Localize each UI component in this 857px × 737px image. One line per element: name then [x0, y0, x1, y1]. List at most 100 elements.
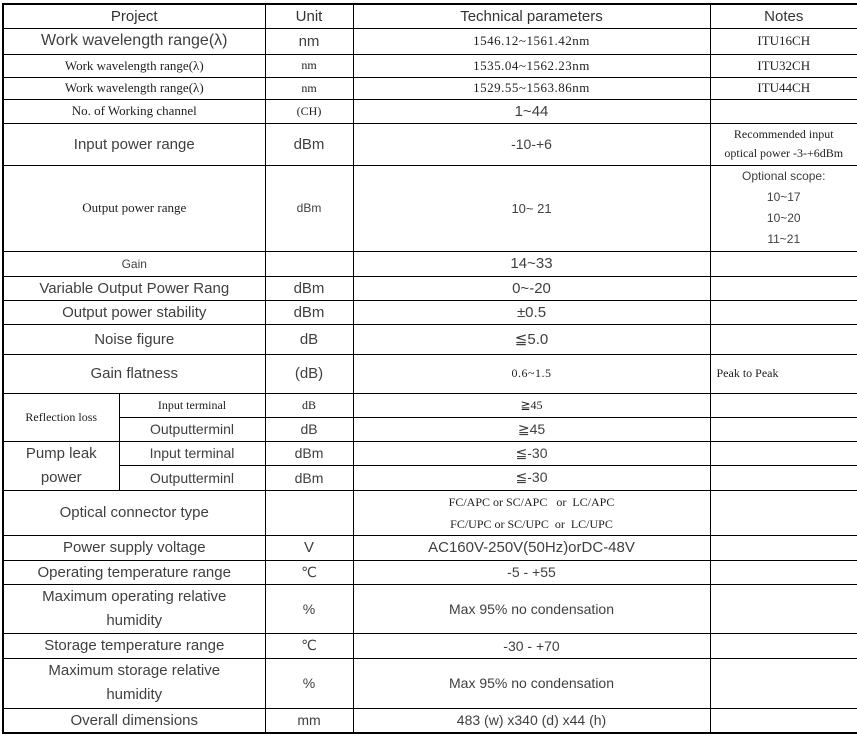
cell-notes: ITU44CH [709, 76, 857, 100]
cell-project: No. of Working channel [2, 98, 266, 124]
cell-project: Work wavelength range(λ) [2, 76, 266, 100]
cell-notes [709, 583, 857, 634]
spec-table: Project Unit Technical parameters Notes … [2, 3, 857, 734]
cell-unit [264, 489, 354, 536]
cell-project: Work wavelength range(λ) [2, 27, 266, 55]
cell-project: Variable Output Power Rang [2, 275, 266, 301]
cell-subproject: Outputterminl [118, 416, 266, 442]
cell-unit: mm [264, 707, 354, 734]
cell-value: 10~ 21 [352, 164, 711, 252]
cell-value: -10-+6 [352, 122, 711, 166]
header-row: Project Unit Technical parameters Notes [2, 3, 857, 29]
cell-project: Gain flatness [2, 353, 266, 394]
cell-notes [709, 657, 857, 709]
cell-project: Work wavelength range(λ) [2, 53, 266, 78]
cell-unit: V [264, 534, 354, 561]
column-header-unit: Unit [264, 3, 354, 29]
table-row: Operating temperature range ℃ -5 - +55 [2, 559, 857, 585]
table-row: Gain flatness (dB) 0.6~1.5 Peak to Peak [2, 353, 857, 394]
table-row: Optical connector type FC/APC or SC/APC … [2, 489, 857, 536]
cell-project: Output power range [2, 164, 266, 252]
cell-project: Output power stability [2, 299, 266, 325]
cell-notes [709, 707, 857, 734]
cell-notes: Peak to Peak [709, 353, 857, 394]
cell-notes [709, 392, 857, 418]
table-row: Maximum operating relative humidity % Ma… [2, 583, 857, 634]
cell-unit: dBm [264, 275, 354, 301]
cell-notes [709, 98, 857, 124]
cell-value: Max 95% no condensation [352, 583, 711, 634]
table-row: Storage temperature range ℃ -30 - +70 [2, 632, 857, 659]
column-header-technical-parameters: Technical parameters [352, 3, 711, 29]
cell-subproject: Outputterminl [118, 465, 266, 491]
table-row: Pump leak power Input terminal dBm ≦-30 [2, 440, 857, 491]
cell-notes [709, 632, 857, 659]
cell-project: Maximum storage relative humidity [2, 657, 266, 709]
column-header-notes: Notes [709, 3, 857, 29]
table-row: Work wavelength range(λ) nm 1546.12~1561… [2, 27, 857, 55]
cell-unit: dBm [264, 440, 354, 466]
cell-project: Operating temperature range [2, 559, 266, 585]
cell-notes [709, 534, 857, 561]
cell-unit: dBm [264, 164, 354, 252]
cell-project: Storage temperature range [2, 632, 266, 659]
table-row: Power supply voltage V AC160V-250V(50Hz)… [2, 534, 857, 561]
cell-notes [709, 323, 857, 355]
table-row: Work wavelength range(λ) nm 1529.55~1563… [2, 76, 857, 100]
table-row: Overall dimensions mm 483 (w) x340 (d) x… [2, 707, 857, 734]
cell-project: Gain [2, 250, 266, 277]
cell-value: 1529.55~1563.86nm [352, 76, 711, 100]
table-row: Noise figure dB ≦5.0 [2, 323, 857, 355]
notes-line: optical power -3-+6dBm [724, 146, 844, 160]
cell-unit: % [264, 657, 354, 709]
cell-unit: ℃ [264, 559, 354, 585]
notes-line: Recommended input [733, 127, 834, 141]
cell-notes [709, 465, 857, 491]
value-line: FC/UPC or SC/UPC or LC/UPC [450, 516, 613, 531]
cell-notes [709, 559, 857, 585]
cell-unit: dB [264, 416, 354, 442]
cell-unit: (CH) [264, 98, 354, 124]
cell-unit: dBm [264, 122, 354, 166]
cell-unit [264, 250, 354, 277]
cell-notes: Recommended input optical power -3-+6dBm [709, 122, 857, 166]
notes-line: 10~17 [766, 190, 801, 204]
cell-project: Optical connector type [2, 489, 266, 536]
table-row: Output power range dBm 10~ 21 Optional s… [2, 164, 857, 252]
cell-value: 0.6~1.5 [352, 353, 711, 394]
cell-value: 1~44 [352, 98, 711, 124]
table-row: Outputterminl dBm ≦-30 [3, 465, 857, 491]
cell-value: ≧45 [352, 416, 711, 442]
cell-unit: nm [264, 53, 354, 78]
cell-project: Noise figure [2, 323, 266, 355]
cell-unit: % [264, 583, 354, 634]
table-row: Maximum storage relative humidity % Max … [2, 657, 857, 709]
cell-unit: ℃ [264, 632, 354, 659]
table-row: Gain 14~33 [2, 250, 857, 277]
cell-project: Overall dimensions [2, 707, 266, 734]
cell-notes [709, 416, 857, 442]
cell-unit: nm [264, 27, 354, 55]
project-label: Pump leak power [25, 444, 97, 486]
cell-value: ±0.5 [352, 299, 711, 325]
cell-subproject: Input terminal [118, 440, 266, 466]
cell-value: 1546.12~1561.42nm [352, 27, 711, 55]
cell-value: ≦5.0 [352, 323, 711, 355]
cell-value: FC/APC or SC/APC or LC/APC FC/UPC or SC/… [352, 489, 711, 536]
cell-value: ≧45 [352, 392, 711, 418]
cell-project: Power supply voltage [2, 534, 266, 561]
cell-value: 1535.04~1562.23nm [352, 53, 711, 78]
cell-project: Pump leak power [2, 440, 120, 491]
notes-line: 10~20 [766, 211, 801, 225]
cell-unit: dBm [264, 299, 354, 325]
cell-value: 0~-20 [352, 275, 711, 301]
table-row: Variable Output Power Rang dBm 0~-20 [2, 275, 857, 301]
cell-value: 14~33 [352, 250, 711, 277]
table-row: Output power stability dBm ±0.5 [2, 299, 857, 325]
table-row: Input power range dBm -10-+6 Recommended… [2, 122, 857, 166]
value-line: FC/APC or SC/APC or LC/APC [448, 494, 615, 509]
table-row: Reflection loss Input terminal dB ≧45 [2, 392, 857, 442]
cell-value: 483 (w) x340 (d) x44 (h) [352, 707, 711, 734]
cell-notes: ITU32CH [709, 53, 857, 78]
cell-project: Input power range [2, 122, 266, 166]
